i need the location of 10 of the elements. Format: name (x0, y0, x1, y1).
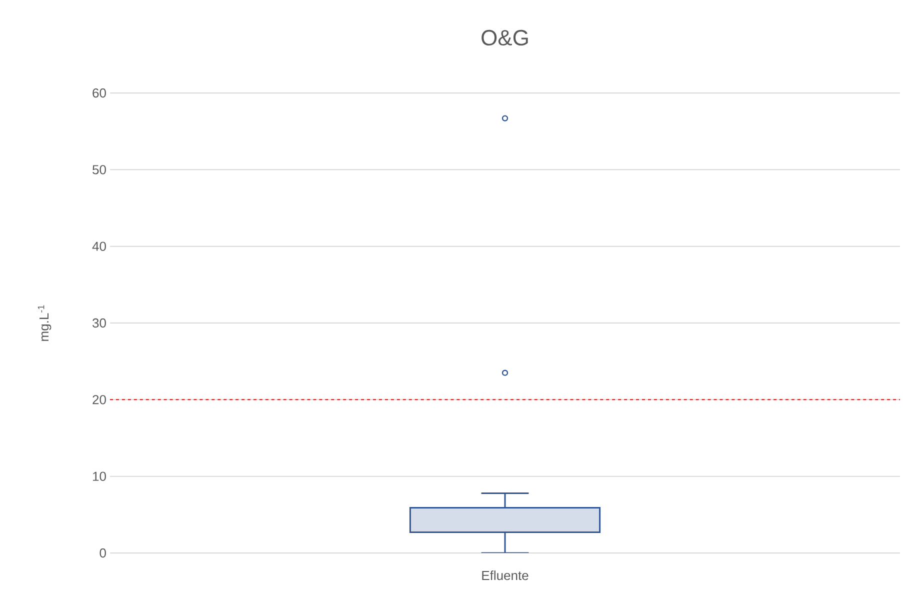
y-tick-label: 10 (93, 472, 106, 481)
y-axis-title: mg.L$^{-1}$ (38, 305, 52, 341)
y-tick-label: 50 (92, 165, 106, 174)
chart-title: O&G (482, 30, 528, 46)
x-tick-label: Efluente (482, 570, 528, 580)
y-tick-label: 40 (92, 242, 106, 251)
y-tick-label: 20 (92, 395, 106, 404)
y-tick-label: 0 (100, 548, 106, 558)
y-tick-label: 30 (92, 318, 106, 328)
y-tick-label: 60 (92, 88, 106, 98)
